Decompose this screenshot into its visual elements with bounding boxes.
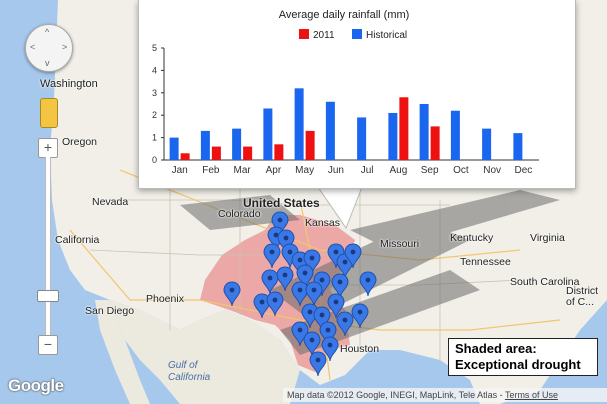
bar-historical[interactable] bbox=[482, 128, 492, 160]
legend-box-line-1: Shaded area: bbox=[455, 341, 537, 356]
map-marker[interactable] bbox=[336, 311, 354, 337]
x-tick-label: Feb bbox=[202, 165, 220, 176]
street-view-pegman-icon[interactable] bbox=[40, 98, 58, 128]
label-oregon: Oregon bbox=[62, 136, 98, 148]
y-tick-label: 1 bbox=[152, 133, 157, 143]
label-nevada: Nevada bbox=[92, 196, 129, 208]
bar-historical[interactable] bbox=[388, 112, 398, 160]
bar-2011[interactable] bbox=[180, 153, 190, 160]
pan-right-icon[interactable]: > bbox=[62, 42, 68, 52]
chart-axes: 0 1 2 3 4 5 Jan Feb Mar Apr May Jun Jul Aug Sep Oct Nov D… bbox=[152, 43, 539, 176]
bar-2011[interactable] bbox=[305, 130, 315, 160]
label-kansas: Kansas bbox=[305, 217, 341, 229]
x-tick-label: Aug bbox=[389, 165, 407, 176]
x-tick-label: May bbox=[295, 165, 314, 176]
zoom-slider-track[interactable] bbox=[45, 157, 51, 335]
bar-2011[interactable] bbox=[243, 146, 253, 160]
attribution-text: Map data ©2012 Google, INEGI, MapLink, T… bbox=[287, 390, 503, 400]
map-marker[interactable] bbox=[359, 271, 377, 297]
label-tennessee: Tennessee bbox=[460, 256, 511, 268]
label-colorado: Colorado bbox=[218, 208, 261, 220]
drought-legend-box: Shaded area: Exceptional drought bbox=[448, 338, 598, 376]
terms-of-use-link[interactable]: Terms of Use bbox=[504, 390, 558, 400]
zoom-out-button[interactable]: − bbox=[38, 335, 58, 355]
map-marker[interactable] bbox=[266, 291, 284, 317]
map-marker[interactable] bbox=[223, 281, 241, 307]
bar-2011[interactable] bbox=[274, 144, 284, 160]
zoom-in-button[interactable]: + bbox=[38, 138, 58, 158]
info-window: Average daily rainfall (mm) 2011 Histori… bbox=[138, 0, 576, 189]
label-california: California bbox=[55, 234, 100, 246]
chart-title: Average daily rainfall (mm) bbox=[279, 9, 410, 21]
bar-historical[interactable] bbox=[513, 133, 523, 160]
bar-2011[interactable] bbox=[399, 97, 409, 160]
map-marker[interactable] bbox=[305, 281, 323, 307]
bar-historical[interactable] bbox=[263, 108, 273, 160]
bar-historical[interactable] bbox=[450, 110, 460, 160]
bar-historical[interactable] bbox=[325, 101, 335, 160]
rainfall-chart: Average daily rainfall (mm) 2011 Histori… bbox=[152, 9, 539, 176]
bar-historical[interactable] bbox=[357, 117, 367, 160]
x-tick-label: Oct bbox=[453, 165, 469, 176]
label-missouri: Missouri bbox=[380, 238, 420, 250]
y-tick-label: 0 bbox=[152, 155, 157, 165]
map-marker[interactable] bbox=[263, 243, 281, 269]
legend-label-historical: Historical bbox=[366, 30, 407, 41]
label-virginia: Virginia bbox=[530, 232, 565, 244]
y-tick-label: 5 bbox=[152, 43, 157, 53]
chart-legend: 2011 Historical bbox=[299, 29, 407, 41]
pan-down-icon[interactable]: v bbox=[45, 58, 50, 68]
pan-control[interactable]: ^ v < > bbox=[25, 24, 73, 72]
map-marker[interactable] bbox=[351, 303, 369, 329]
pan-up-icon[interactable]: ^ bbox=[45, 27, 50, 37]
map-marker[interactable] bbox=[291, 281, 309, 307]
bar-2011[interactable] bbox=[430, 126, 440, 160]
bar-historical[interactable] bbox=[232, 128, 242, 160]
pan-left-icon[interactable]: < bbox=[30, 42, 36, 52]
y-tick-label: 3 bbox=[152, 88, 157, 98]
label-washington: Washington bbox=[40, 78, 98, 90]
label-district-of-columbia: District of C... bbox=[566, 285, 599, 308]
legend-box-line-2: Exceptional drought bbox=[455, 357, 581, 372]
map-marker[interactable] bbox=[309, 351, 327, 377]
label-san-diego: San Diego bbox=[85, 305, 135, 317]
label-united-states: United States bbox=[243, 196, 320, 210]
legend-swatch-2011 bbox=[299, 29, 309, 39]
legend-label-2011: 2011 bbox=[313, 30, 335, 41]
bar-historical[interactable] bbox=[419, 104, 429, 160]
y-tick-label: 2 bbox=[152, 110, 157, 120]
x-tick-label: Jul bbox=[361, 165, 374, 176]
map-attribution: Map data ©2012 Google, INEGI, MapLink, T… bbox=[283, 388, 607, 402]
x-tick-label: Mar bbox=[234, 165, 252, 176]
bar-historical[interactable] bbox=[169, 137, 179, 160]
label-gulf-of-california: Gulf of California bbox=[168, 360, 211, 383]
y-tick-label: 4 bbox=[152, 65, 157, 75]
google-logo[interactable]: Google bbox=[8, 376, 64, 395]
x-tick-label: Sep bbox=[421, 165, 439, 176]
label-phoenix: Phoenix bbox=[146, 293, 184, 305]
x-tick-label: Nov bbox=[483, 165, 501, 176]
zoom-slider-thumb[interactable] bbox=[37, 290, 59, 302]
x-tick-label: Dec bbox=[514, 165, 532, 176]
chart-bars bbox=[169, 88, 523, 160]
bar-historical[interactable] bbox=[294, 88, 304, 160]
label-south-carolina: South Carolina bbox=[510, 276, 580, 288]
label-kentucky: Kentucky bbox=[450, 232, 494, 244]
map-marker[interactable] bbox=[261, 269, 279, 295]
label-houston: Houston bbox=[340, 343, 380, 355]
legend-swatch-historical bbox=[352, 29, 362, 39]
bar-2011[interactable] bbox=[211, 146, 221, 160]
x-tick-label: Apr bbox=[266, 165, 282, 176]
x-tick-label: Jun bbox=[328, 165, 344, 176]
map-marker[interactable] bbox=[276, 266, 294, 292]
x-tick-label: Jan bbox=[172, 165, 188, 176]
bar-historical[interactable] bbox=[200, 130, 210, 160]
